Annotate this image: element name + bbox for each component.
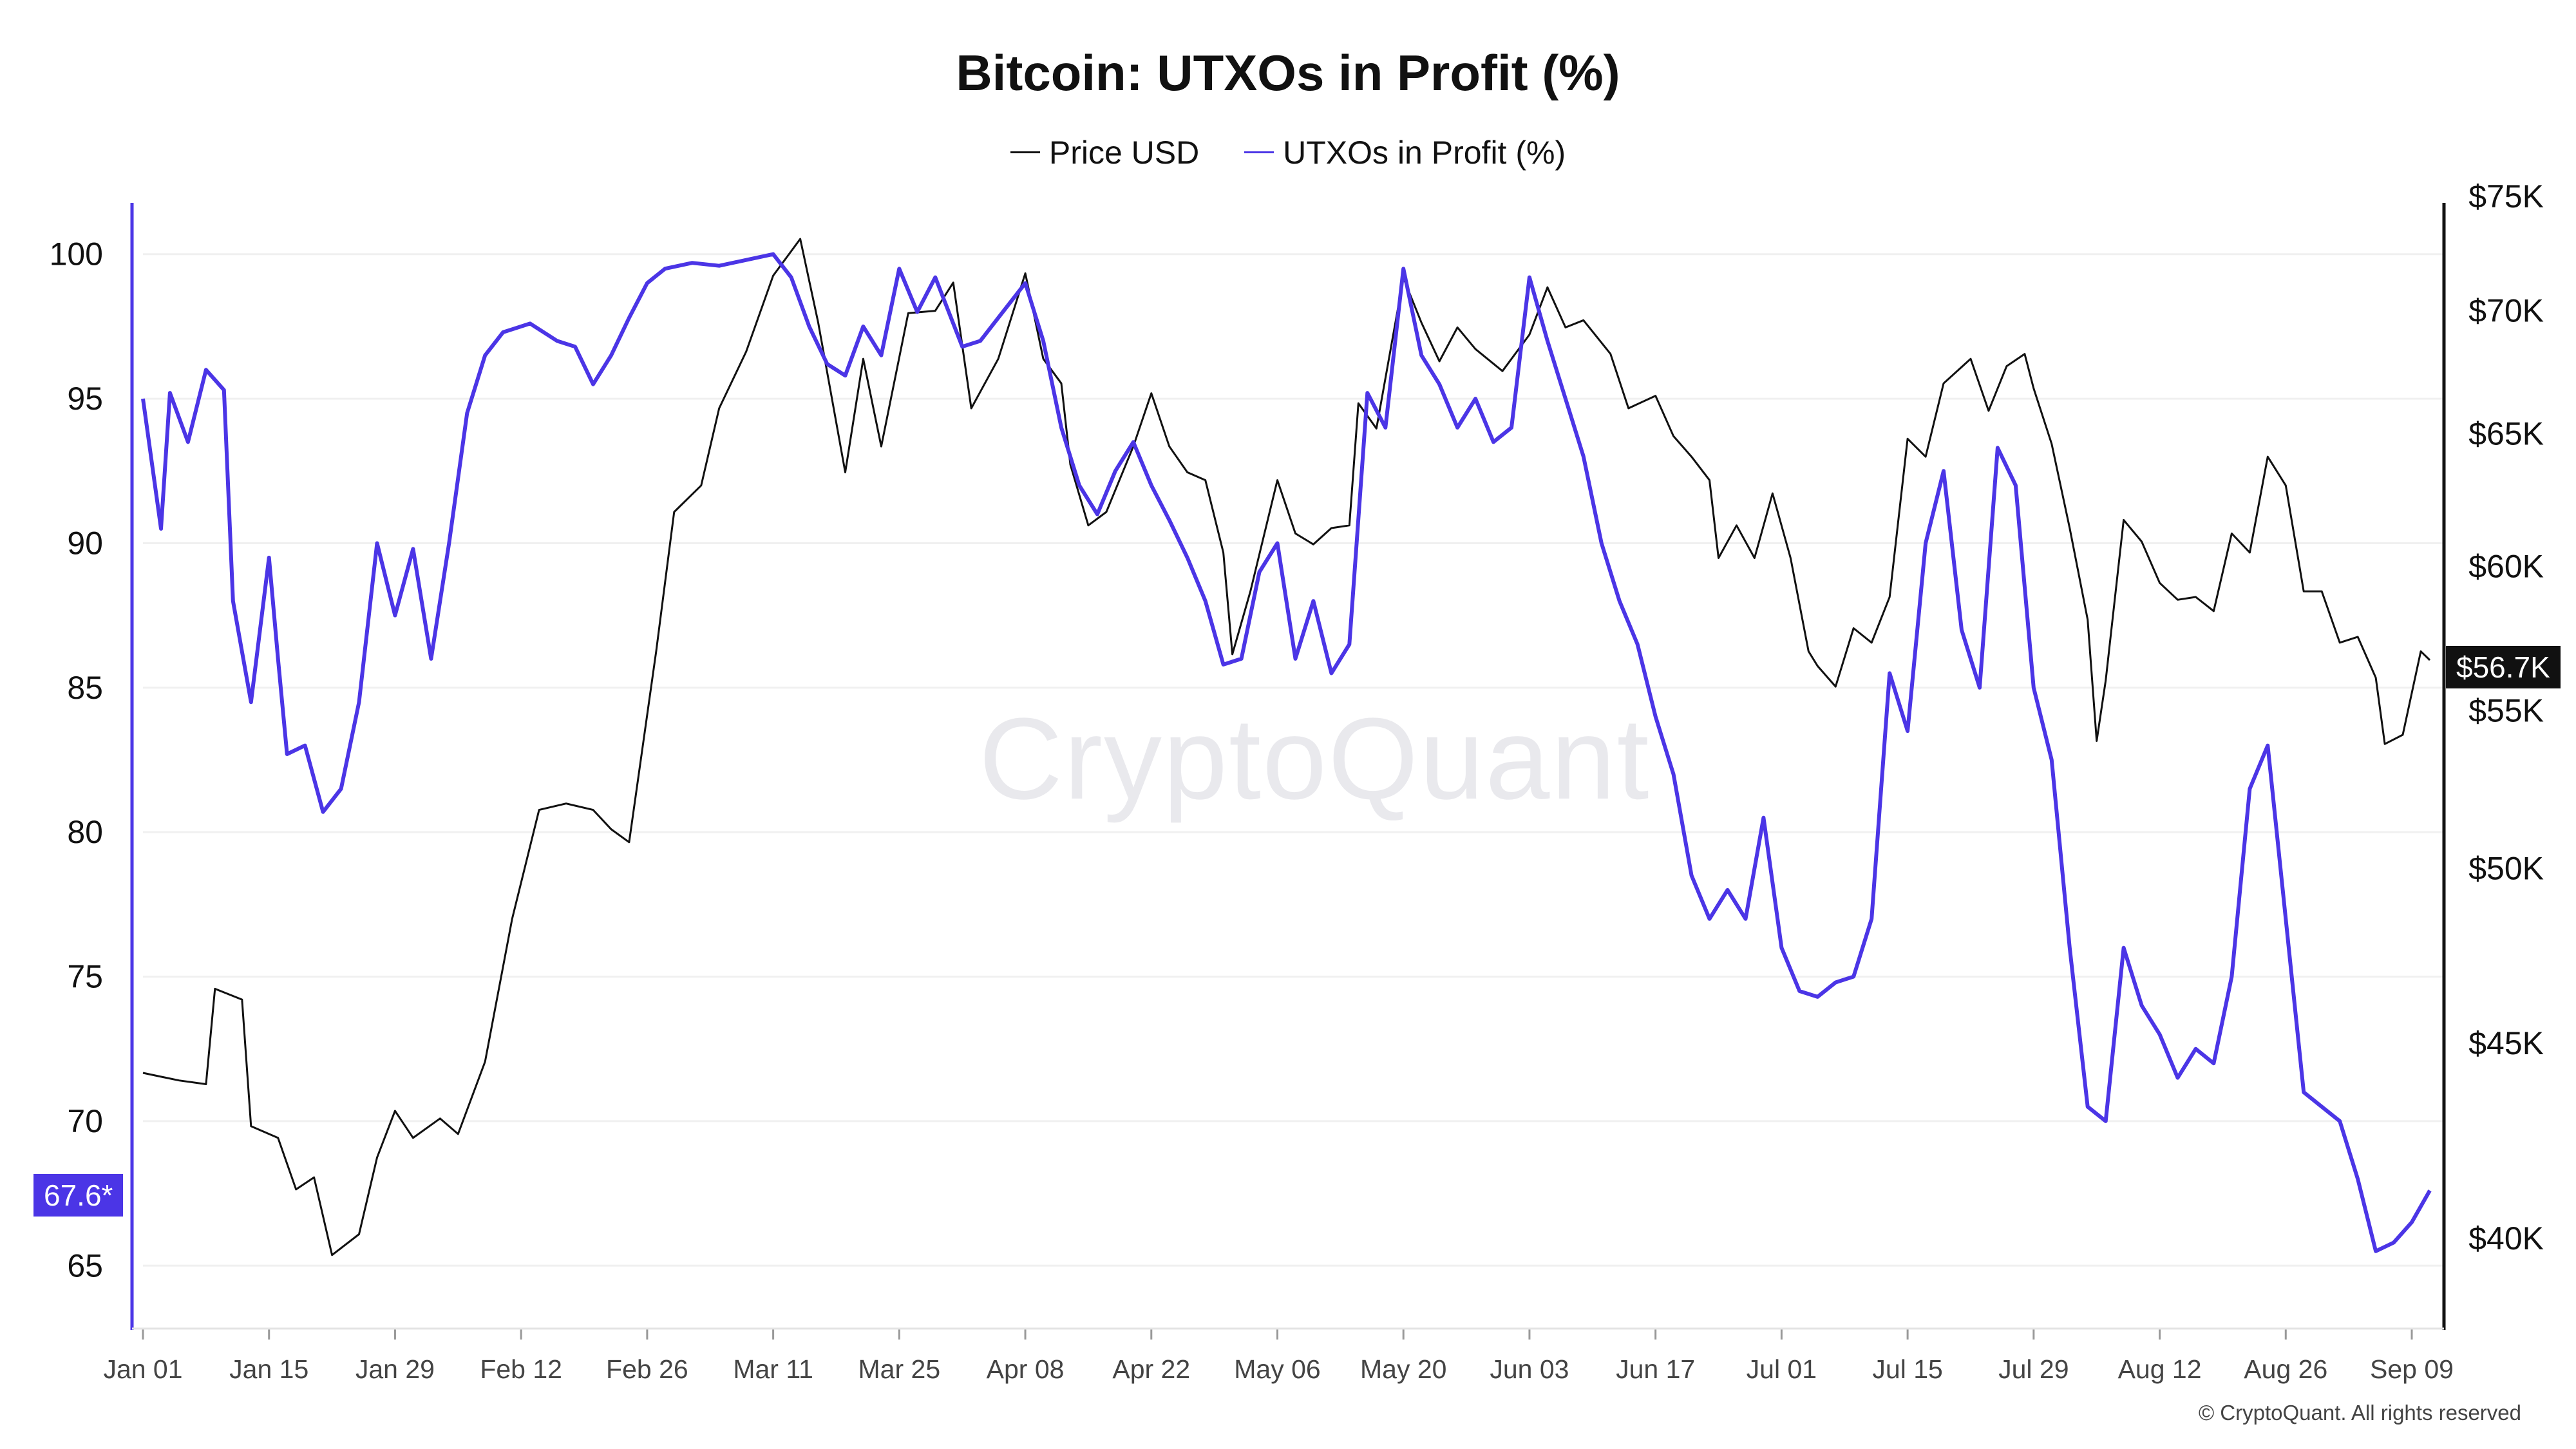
x-tick-label: Jun 03 <box>1490 1354 1569 1384</box>
x-tick-label: Feb 26 <box>606 1354 688 1384</box>
x-tick-label: Jul 29 <box>1998 1354 2069 1384</box>
axis-layer: 65 70 75 80 85 90 95 100 $40K $45K $50K $55K $60K $65… <box>50 178 2544 1384</box>
right-tick-label: $70K <box>2468 293 2544 329</box>
legend-item-price[interactable]: Price USD <box>1010 134 1199 171</box>
x-tick-label: May 06 <box>1234 1354 1320 1384</box>
x-tick-label: Aug 12 <box>2118 1354 2202 1384</box>
copyright: © CryptoQuant. All rights reserved <box>2198 1401 2521 1425</box>
left-tick-label: 75 <box>67 959 103 995</box>
left-tick-label: 70 <box>67 1103 103 1139</box>
right-tick-label: $60K <box>2468 548 2544 584</box>
x-tick-label: Jun 17 <box>1616 1354 1695 1384</box>
price-usd-line <box>142 238 2431 1256</box>
legend-item-utxo[interactable]: UTXOs in Profit (%) <box>1244 134 1566 171</box>
price-last-value-badge: $56.7K <box>2446 646 2561 688</box>
left-tick-label: 95 <box>67 381 103 417</box>
x-tick-label: Jan 01 <box>103 1354 182 1384</box>
legend-label-utxo: UTXOs in Profit (%) <box>1283 134 1566 171</box>
x-tick-label: Apr 22 <box>1112 1354 1190 1384</box>
chart-title: Bitcoin: UTXOs in Profit (%) <box>956 44 1620 101</box>
x-tick-label: Jul 01 <box>1747 1354 1817 1384</box>
left-tick-label: 100 <box>50 236 103 272</box>
left-tick-label: 85 <box>67 670 103 706</box>
right-tick-label: $45K <box>2468 1025 2544 1061</box>
x-tick-label: Feb 12 <box>480 1354 562 1384</box>
x-tick-label: May 20 <box>1360 1354 1446 1384</box>
left-tick-label: 90 <box>67 525 103 561</box>
watermark: CryptoQuant <box>979 694 1651 824</box>
right-tick-label: $65K <box>2468 415 2544 451</box>
left-tick-label: 80 <box>67 814 103 850</box>
x-tick-label: Mar 25 <box>858 1354 941 1384</box>
legend-swatch-utxo <box>1244 151 1274 153</box>
right-tick-label: $55K <box>2468 692 2544 728</box>
utxo-last-value-badge: 67.6* <box>33 1174 124 1217</box>
utxos-in-profit-line <box>141 252 2432 1253</box>
legend-label-price: Price USD <box>1048 134 1200 171</box>
x-tick-label: Sep 09 <box>2370 1354 2454 1384</box>
legend: Price USD UTXOs in Profit (%) <box>0 124 2576 171</box>
x-tick-label: Jan 15 <box>229 1354 308 1384</box>
left-tick-label: 65 <box>67 1247 103 1283</box>
legend-swatch-price <box>1010 151 1040 153</box>
x-tick-label: Mar 11 <box>733 1354 813 1384</box>
x-tick-label: Jul 15 <box>1872 1354 1942 1384</box>
right-tick-label: $75K <box>2468 178 2544 214</box>
x-tick-label: Aug 26 <box>2244 1354 2327 1384</box>
series-layer <box>141 238 2432 1256</box>
x-tick-label: Jan 29 <box>355 1354 435 1384</box>
right-tick-label: $50K <box>2468 851 2544 887</box>
right-tick-label: $40K <box>2468 1220 2544 1256</box>
x-tick-label: Apr 08 <box>987 1354 1065 1384</box>
